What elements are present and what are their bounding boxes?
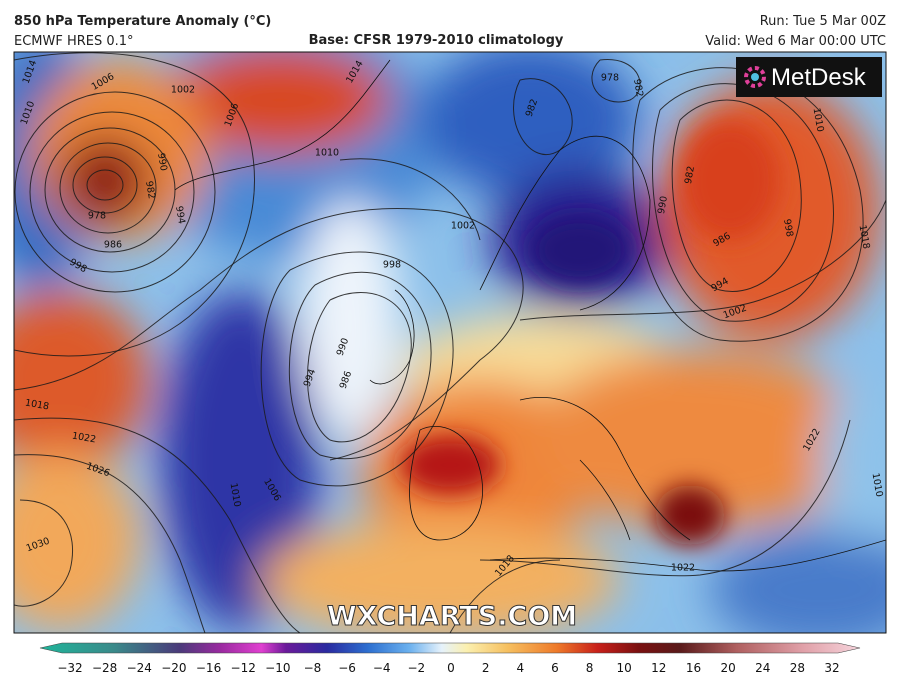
isobar-label: 1010 [869, 472, 884, 498]
base: Base: CFSR 1979-2010 climatology [309, 33, 564, 48]
isobar-label: 998 [383, 260, 401, 271]
logo-box [736, 57, 882, 97]
isobar-label: 978 [88, 211, 106, 222]
colorbar-tick-label: 32 [824, 661, 839, 675]
colorbar-tick-label: 28 [790, 661, 805, 675]
colorbar-tick-label: −20 [161, 661, 186, 675]
colorbar [39, 642, 861, 654]
colorbar-tick-label: 4 [516, 661, 524, 675]
colorbar-tick-label: −24 [127, 661, 152, 675]
colorbar-tick-label: 16 [686, 661, 701, 675]
isobar-label: 1010 [315, 148, 339, 159]
run-time: Run: Tue 5 Mar 00Z [760, 14, 886, 29]
title: 850 hPa Temperature Anomaly (°C) [14, 14, 271, 29]
colorbar-tick-label: 6 [551, 661, 559, 675]
logo-mark [744, 66, 766, 88]
isobar-label: 982 [631, 78, 645, 98]
isobar-label: 1002 [451, 221, 475, 232]
isobar-label: 1010 [227, 482, 242, 508]
colorbar-tick-label: 20 [720, 661, 735, 675]
logo: MetDesk [771, 64, 867, 91]
isobars [14, 52, 886, 633]
colorbar-tick-label: 8 [586, 661, 594, 675]
colorbar-tick-label: 24 [755, 661, 770, 675]
colorbar-tick-label: −32 [57, 661, 82, 675]
colorbar-tick-label: −6 [338, 661, 356, 675]
isobar-label: 978 [601, 73, 619, 84]
isobar-label: 1002 [171, 85, 195, 96]
model: ECMWF HRES 0.1° [14, 34, 134, 49]
isobar-label: 1022 [671, 563, 695, 574]
isobar-label: 994 [173, 205, 187, 225]
colorbar-tick-label: 10 [617, 661, 632, 675]
isobar-label: 1018 [856, 224, 871, 250]
colorbar-tick-label: −28 [92, 661, 117, 675]
isobar-label: 998 [781, 218, 795, 238]
valid-time: Valid: Wed 6 Mar 00:00 UTC [705, 34, 886, 49]
colorbar-tick-label: −16 [196, 661, 221, 675]
isobar-label: 982 [683, 165, 697, 185]
colorbar-tick-label: 12 [651, 661, 666, 675]
colorbar-tick-label: −2 [408, 661, 426, 675]
isobar-label: 986 [104, 240, 122, 251]
colorbar-tick-label: −4 [373, 661, 391, 675]
colorbar-tick-label: 0 [447, 661, 455, 675]
isobar-label: 1022 [71, 430, 97, 445]
watermark: WXCHARTS.COM [327, 601, 577, 632]
isobar-label: 1010 [810, 107, 825, 133]
isobar-label: 990 [656, 195, 670, 215]
colorbar-tick-label: 2 [482, 661, 490, 675]
isobar-label: 982 [143, 180, 157, 200]
isobar-label: 990 [155, 152, 169, 172]
colorbar-tick-label: −8 [304, 661, 322, 675]
colorbar-ticks: −32 −28 −24 −20 −16 −12 −10 −8 −6 −4 −2 0 2 4 6 8 10 12 16… [57, 661, 839, 675]
map-frame [13, 51, 887, 634]
colorbar-tick-label: −10 [265, 661, 290, 675]
coastlines [174, 59, 886, 572]
colorbar-tick-label: −12 [231, 661, 256, 675]
isobar-label: 1018 [24, 397, 50, 412]
